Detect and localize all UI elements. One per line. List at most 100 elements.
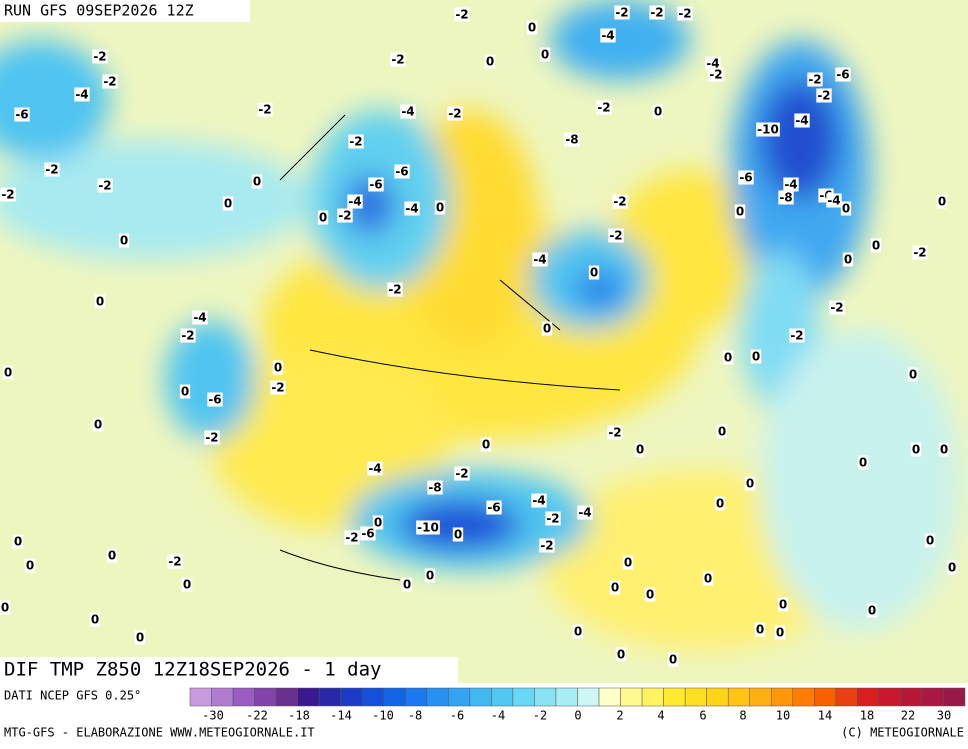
contour-label: 0: [454, 528, 462, 542]
contour-label: 0: [183, 578, 191, 592]
contour-label-bg: [907, 367, 919, 382]
contour-label: 0: [136, 631, 144, 645]
contour-label-bg: [317, 210, 329, 225]
contour-label: 0: [718, 425, 726, 439]
contour-label-bg: [910, 442, 922, 457]
contour-label-bg: [207, 392, 223, 407]
run-label: RUN GFS 09SEP2026 12Z: [4, 2, 194, 20]
contour-label: -4: [75, 88, 88, 102]
colorbar-tick-label: 22: [901, 709, 915, 723]
colorbar-swatch: [857, 687, 880, 707]
contour-label-bg: [401, 577, 413, 592]
colorbar-swatch: [361, 687, 385, 707]
contour-label: -2: [258, 103, 271, 117]
contour-label-bg: [816, 88, 832, 103]
run-box: [0, 0, 250, 22]
colorbar-swatch: [663, 687, 686, 707]
contour-label-bg: [564, 132, 580, 147]
contour-label-bg: [541, 321, 553, 336]
contour-label: 0: [736, 205, 744, 219]
contour-label: -2: [98, 179, 111, 193]
colorbar-tick-label: -14: [330, 709, 352, 723]
contour-label: -2: [1, 188, 14, 202]
contour-label-bg: [102, 74, 118, 89]
contour-label-bg: [179, 384, 191, 399]
contour-label-bg: [390, 52, 406, 67]
contour-label-bg: [92, 49, 108, 64]
contour-label: -4: [193, 311, 206, 325]
contour-label: 0: [96, 295, 104, 309]
colorbar-swatch: [340, 687, 363, 707]
contour-label-bg: [572, 624, 584, 639]
contour-label-bg: [756, 122, 780, 137]
contour-label-bg: [24, 558, 36, 573]
field-box: [0, 657, 458, 683]
contour-label: -2: [808, 73, 821, 87]
contour-label: -4: [368, 462, 381, 476]
contour-label-bg: [12, 534, 24, 549]
colorbar-tick-label: -22: [246, 709, 268, 723]
contour-label: -2: [613, 195, 626, 209]
contour-label: -2: [540, 539, 553, 553]
contour-label: -2: [455, 467, 468, 481]
copyright: (C) METEOGIORNALE: [841, 726, 964, 740]
colorbar-swatch: [684, 687, 707, 707]
contour-label: 0: [756, 623, 764, 637]
contour-label-bg: [532, 252, 548, 267]
contour-label: -2: [830, 301, 843, 315]
colorbar-swatch: [835, 687, 858, 707]
contour-label: 0: [636, 443, 644, 457]
contour-label: 0: [859, 456, 867, 470]
contour-label: 0: [948, 561, 956, 575]
colorbar: -30 -22 -18 -14 -10 -8 -6 -4 -2 0 2 4 6 8 10 14 18 22 30: [189, 687, 966, 723]
contour-label-bg: [360, 526, 376, 541]
contour-label-bg: [344, 530, 360, 545]
contour-label: 0: [482, 438, 490, 452]
contour-label-bg: [778, 190, 794, 205]
contour-label-bg: [134, 630, 146, 645]
contour-label-bg: [272, 360, 284, 375]
contour-label: -2: [615, 6, 628, 20]
contour-label-bg: [936, 194, 948, 209]
contour-label-bg: [118, 233, 130, 248]
colorbar-swatch: [577, 687, 600, 707]
contour-label-bg: [539, 47, 551, 62]
colorbar-swatch: [771, 687, 794, 707]
contour-label-bg: [596, 100, 612, 115]
colorbar-swatch: [405, 687, 428, 707]
contour-label: -2: [913, 246, 926, 260]
contour-label: 0: [426, 569, 434, 583]
colorbar-swatch: [878, 687, 901, 707]
contour-label-bg: [677, 6, 693, 21]
contour-label-bg: [531, 493, 547, 508]
contour-label: -4: [533, 253, 546, 267]
contour-label: 0: [26, 559, 34, 573]
colorbar-tick-label: -6: [450, 709, 464, 723]
colorbar-tick-label: 30: [937, 709, 951, 723]
contour-label-bg: [89, 612, 101, 627]
contour-label-bg: [754, 622, 766, 637]
contour-label: 0: [120, 234, 128, 248]
contour-label-bg: [257, 102, 273, 117]
contour-label-bg: [750, 349, 762, 364]
contour-label: 0: [541, 48, 549, 62]
contour-label: 0: [716, 497, 724, 511]
colorbar-swatch: [318, 687, 341, 707]
contour-label: -4: [795, 114, 808, 128]
contour-label-bg: [870, 238, 882, 253]
colorbar-swatch: [254, 687, 277, 707]
contour-label-bg: [0, 187, 16, 202]
contour-label-bg: [705, 56, 721, 71]
contour-label-bg: [192, 310, 208, 325]
contour-label: -8: [779, 191, 792, 205]
contour-label-bg: [416, 520, 440, 535]
contour-label-bg: [2, 365, 14, 380]
contour-label: -4: [706, 57, 719, 71]
contour-label: -10: [757, 123, 779, 137]
contour-label: 0: [868, 604, 876, 618]
contour-label-bg: [744, 476, 756, 491]
colorbar-swatch: [921, 687, 944, 707]
contour-label-bg: [857, 455, 869, 470]
contour-label-bg: [652, 104, 664, 119]
